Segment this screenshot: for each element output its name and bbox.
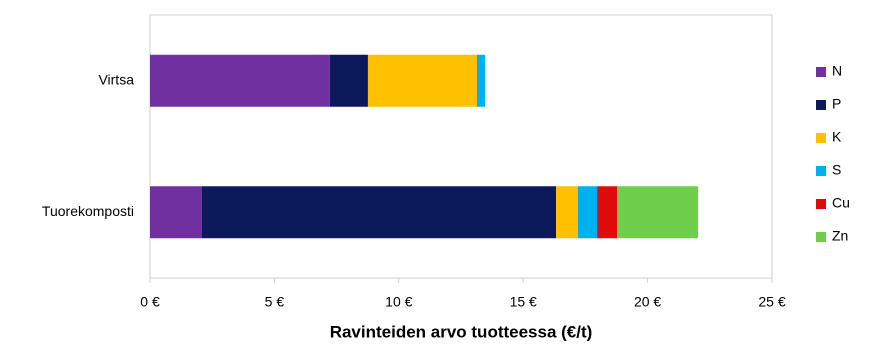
bar-segment [616,186,699,239]
legend-label: Zn [832,228,848,244]
legend-label: P [832,96,841,112]
legend-label: K [832,129,842,145]
x-tick-label: 0 € [140,294,160,310]
x-tick-label: 5 € [265,294,285,310]
x-tick-label: 25 € [758,294,785,310]
legend-swatch [816,100,826,110]
legend-swatch [816,67,826,77]
bar-segment [597,186,617,239]
bar-segment [329,54,368,107]
legend-swatch [816,133,826,143]
x-tick-label: 10 € [385,294,412,310]
bar-segment [201,186,557,239]
legend-swatch [816,199,826,209]
bar-segment [556,186,578,239]
bar-segment [150,54,330,107]
x-axis-title: Ravinteiden arvo tuotteessa (€/t) [330,322,593,341]
legend-label: S [832,162,841,178]
legend-swatch [816,166,826,176]
legend-label: Cu [832,195,850,211]
bar-segment [367,54,477,107]
legend-label: N [832,63,842,79]
y-tick-label: Tuorekomposti [42,203,134,219]
bar-segment [150,186,202,239]
y-tick-label: Virtsa [98,71,134,87]
plot-area [149,14,773,279]
legend-swatch [816,232,826,242]
x-tick-label: 20 € [634,294,661,310]
bar-segment [476,54,486,107]
bar-segment [577,186,598,239]
x-tick-label: 15 € [510,294,537,310]
